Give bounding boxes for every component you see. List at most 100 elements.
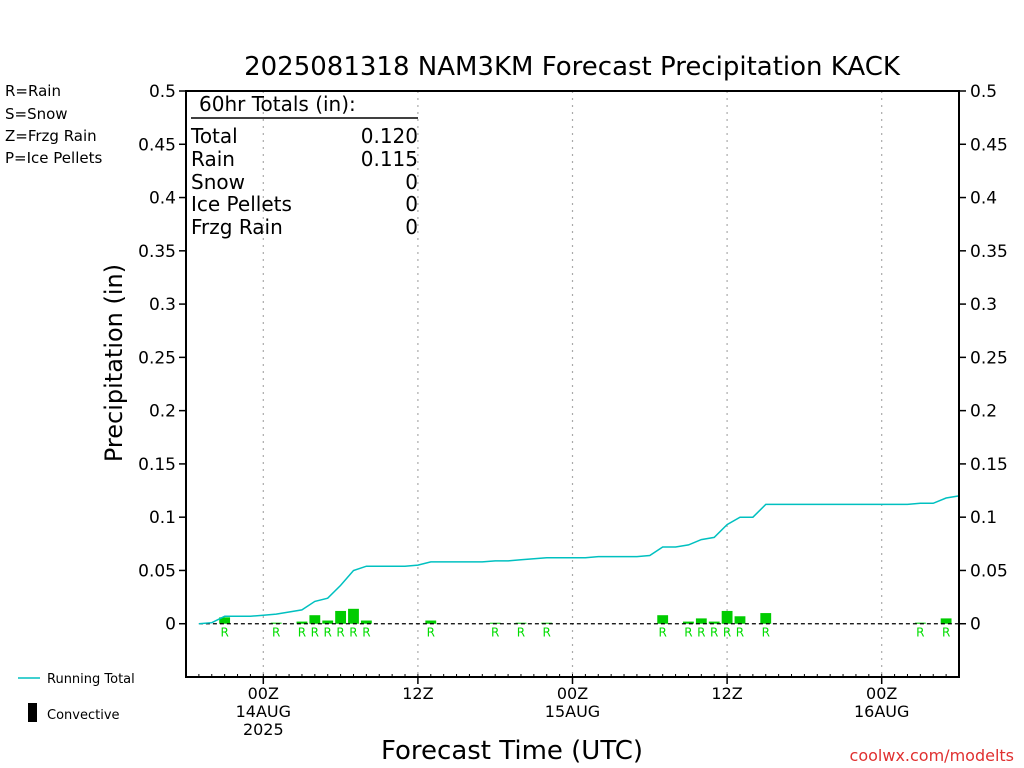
precip-type-marker: R (659, 626, 667, 640)
credit-text: coolwx.com/modelts (850, 746, 1014, 765)
y-tick-label: 0.15 (138, 455, 176, 475)
precip-bar (708, 621, 720, 624)
totals-row-value: 0.120 (361, 124, 418, 148)
x-axis-label: Forecast Time (UTC) (381, 736, 643, 766)
chart-title: 2025081318 NAM3KM Forecast Precipitation… (244, 52, 901, 82)
y-tick-label: 0.45 (138, 135, 176, 155)
y-axis-label: Precipitation (in) (100, 264, 128, 462)
precip-type-marker: R (736, 626, 744, 640)
precip-type-marker: R (723, 626, 731, 640)
precip-type-marker: R (543, 626, 551, 640)
precip-type-marker: R (298, 626, 306, 640)
precip-bar (541, 622, 553, 624)
y-tick-label: 0.3 (970, 295, 997, 315)
y-tick-label: 0.5 (149, 82, 176, 102)
x-tick-label: 12Z (711, 684, 742, 703)
precip-type-marker: R (916, 626, 924, 640)
convective-legend-swatch (28, 703, 37, 722)
legend-snow: S=Snow (5, 105, 68, 123)
precip-bar (335, 610, 347, 624)
x-tick-label: 15AUG (545, 702, 600, 721)
precip-type-marker: R (942, 626, 950, 640)
x-tick-label: 00Z (866, 684, 897, 703)
precip-type-marker: R (427, 626, 435, 640)
y-tick-label: 0.25 (970, 348, 1008, 368)
precip-type-marker: R (311, 626, 319, 640)
y-tick-label: 0.4 (149, 189, 176, 209)
precip-bar (695, 618, 707, 624)
totals-box: 60hr Totals (in): Total 0.120 Rain 0.115… (190, 92, 418, 239)
totals-row-label: Snow (191, 170, 245, 194)
x-tick-label: 00Z (557, 684, 588, 703)
precip-type-marker: R (491, 626, 499, 640)
precip-type-marker: R (710, 626, 718, 640)
precip-type-marker: R (272, 626, 280, 640)
x-tick-label: 2025 (243, 720, 284, 739)
precip-bar (322, 620, 334, 624)
totals-row-label: Ice Pellets (191, 192, 292, 216)
precip-type-marker: R (517, 626, 525, 640)
precip-bar (296, 621, 308, 624)
y-tick-label: 0.2 (149, 402, 176, 422)
y-tick-label: 0.1 (149, 508, 176, 528)
y-tick-label: 0.15 (970, 455, 1008, 475)
convective-legend-label: Convective (47, 708, 120, 723)
precip-type-marker: R (762, 626, 770, 640)
x-tick-label: 14AUG (236, 702, 291, 721)
legend-freezing-rain: Z=Frzg Rain (5, 127, 97, 145)
y-tick-label: 0.05 (970, 561, 1008, 581)
y-tick-label: 0.25 (138, 348, 176, 368)
precip-type-marker: R (684, 626, 692, 640)
y-tick-label: 0.1 (970, 508, 997, 528)
precip-bar (348, 608, 359, 624)
precip-type-marker: R (362, 626, 370, 640)
precip-bar (425, 620, 437, 624)
precip-type-marker: R (324, 626, 332, 640)
precip-bar (940, 618, 952, 624)
y-tick-label: 0 (165, 615, 176, 635)
precip-bar (360, 620, 372, 624)
precip-type-marker: R (349, 626, 357, 640)
running-total-legend-label: Running Total (47, 672, 135, 687)
totals-header: 60hr Totals (in): (199, 92, 356, 116)
precip-bar (721, 610, 733, 624)
totals-row-label: Frzg Rain (191, 215, 283, 239)
legend-ice-pellets: P=Ice Pellets (5, 149, 102, 167)
precip-bar (219, 617, 231, 624)
y-tick-label: 0.05 (138, 561, 176, 581)
totals-row-value: 0 (405, 170, 418, 194)
y-tick-label: 0.3 (149, 295, 176, 315)
precip-bar (734, 616, 746, 624)
y-tick-label: 0 (970, 615, 981, 635)
y-tick-label: 0.5 (970, 82, 997, 102)
x-tick-label: 16AUG (854, 702, 909, 721)
precip-bars (219, 608, 952, 624)
x-tick-label: 00Z (248, 684, 279, 703)
precip-bar (309, 615, 321, 624)
precip-type-marker: R (336, 626, 344, 640)
y-axis-right: 0.5 0.45 0.4 0.35 0.3 0.25 0.2 0.15 0.1 0.05 0 (959, 82, 1008, 635)
totals-row-label: Total (190, 124, 238, 148)
y-axis-left: 0.5 0.45 0.4 0.35 0.3 0.25 0.2 0.15 0.1 0.05 0 (138, 82, 186, 635)
running-total-line (198, 495, 960, 625)
precip-type-marker: R (697, 626, 705, 640)
legend-rain: R=Rain (5, 82, 61, 100)
totals-row-value: 0 (405, 215, 418, 239)
y-tick-label: 0.35 (970, 242, 1008, 262)
y-tick-label: 0.4 (970, 189, 997, 209)
precip-type-marker: R (220, 626, 228, 640)
totals-row-label: Rain (191, 147, 235, 171)
y-tick-label: 0.2 (970, 402, 997, 422)
precip-bar (760, 613, 772, 624)
y-tick-label: 0.35 (138, 242, 176, 262)
totals-row-value: 0.115 (361, 147, 418, 171)
precip-bar (657, 615, 669, 624)
running-total-series (198, 495, 960, 625)
x-tick-label: 12Z (402, 684, 433, 703)
totals-row-value: 0 (405, 192, 418, 216)
precip-bar (683, 621, 694, 624)
y-tick-label: 0.45 (970, 135, 1008, 155)
